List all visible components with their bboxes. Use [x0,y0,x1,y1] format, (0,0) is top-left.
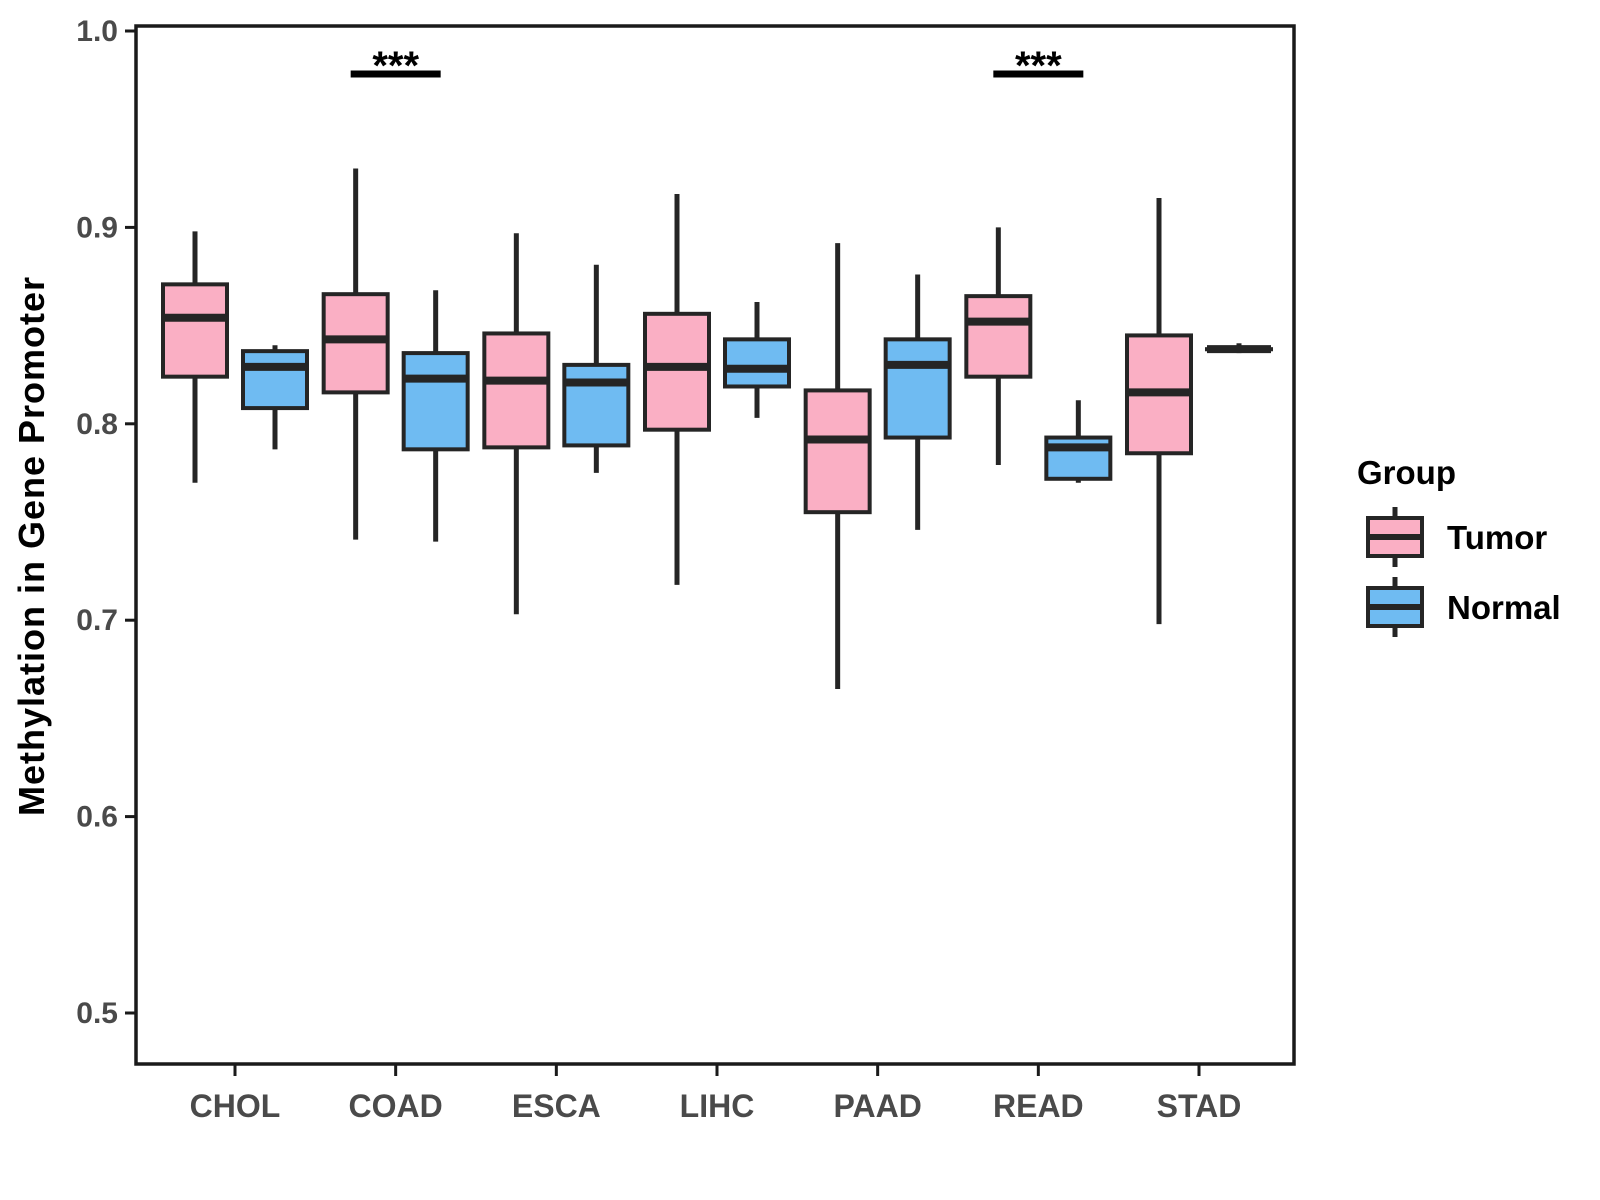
legend-label: Tumor [1447,519,1547,556]
box-chol-normal [241,345,309,450]
y-axis-tick-label: 0.8 [76,408,118,441]
x-axis-tick-label: PAAD [834,1088,922,1124]
box-coad-tumor [321,168,390,540]
iqr-box [562,362,631,448]
x-axis-tick-label: LIHC [680,1088,755,1124]
box-read-tumor [964,227,1033,466]
significance-read: *** [993,44,1084,88]
box-chol-tumor [161,231,229,483]
iqr-box [964,294,1033,379]
legend: Group Tumor Normal [1357,454,1561,637]
box-stad-tumor [1125,197,1193,625]
significance-stars: *** [372,44,419,88]
box-paad-tumor [803,243,872,689]
significance-coad: *** [350,44,441,88]
x-axis-tick-label: COAD [349,1088,443,1124]
iqr-box [241,349,309,411]
iqr-box [643,311,711,432]
x-axis-tick-label: READ [993,1088,1084,1124]
y-axis-tick-label: 1.0 [76,15,118,48]
iqr-box [723,337,791,389]
box-stad-normal [1205,343,1273,354]
x-axis-tick-label: ESCA [512,1088,601,1124]
legend-title: Group [1357,454,1456,491]
panel-border [134,24,1296,1066]
iqr-box [803,388,872,515]
legend-key-tumor: Tumor [1366,507,1547,567]
iqr-box [883,337,952,440]
x-axis-tick-label: STAD [1157,1088,1242,1124]
box-lihc-normal [723,302,791,418]
x-axis-tick-label: CHOL [190,1088,281,1124]
y-axis-title: Methylation in Gene Promoter [11,276,52,816]
box-paad-normal [883,274,952,530]
y-axis-tick-label: 0.6 [76,801,118,834]
box-read-normal [1044,400,1113,483]
iqr-box [161,282,229,379]
box-esca-tumor [482,233,551,615]
y-axis-tick-label: 0.5 [76,997,118,1030]
iqr-box [401,351,470,452]
legend-label: Normal [1447,589,1561,626]
y-axis-tick-label: 0.9 [76,211,118,244]
y-axis-tick-label: 0.7 [76,604,118,637]
significance-stars: *** [1015,44,1062,88]
box-lihc-tumor [643,194,711,585]
box-esca-normal [562,264,631,473]
iqr-box [482,331,551,450]
legend-key-normal: Normal [1366,577,1561,637]
box-coad-normal [401,290,470,542]
